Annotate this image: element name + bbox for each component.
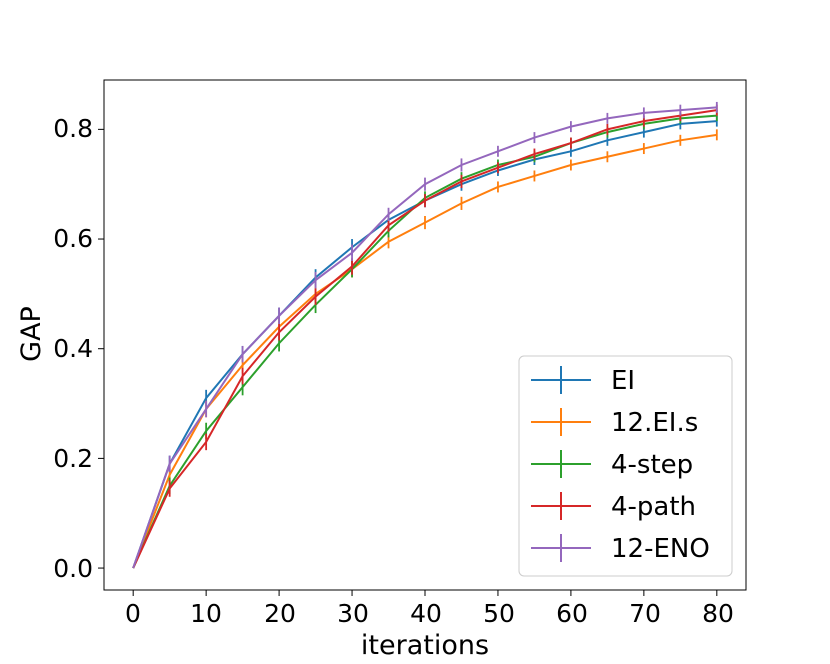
legend-label-12-eno: 12-ENO (611, 534, 710, 564)
y-tick-label: 0.6 (53, 224, 93, 253)
legend-label-ei: EI (611, 366, 635, 396)
legend: EI 12.EI.s 4-step 4-path 12-ENO (518, 355, 733, 577)
x-tick-label: 60 (556, 599, 588, 628)
legend-label-12-ei-s: 12.EI.s (611, 408, 698, 438)
y-tick-label: 0.0 (53, 554, 93, 583)
legend-label-4-step: 4-step (611, 450, 693, 480)
x-tick-label: 80 (702, 599, 734, 628)
x-tick-label: 70 (629, 599, 661, 628)
x-tick-label: 50 (483, 599, 515, 628)
y-tick-label: 0.4 (53, 334, 93, 363)
x-tick-label: 10 (190, 599, 222, 628)
y-tick-labels: 0.0 0.2 0.4 0.6 0.8 (53, 114, 93, 583)
x-tick-label: 20 (264, 599, 296, 628)
x-tick-label: 40 (410, 599, 442, 628)
y-tick-label: 0.8 (53, 114, 93, 143)
x-tick-label: 0 (125, 599, 141, 628)
y-axis-label: GAP (16, 306, 47, 362)
x-axis-label: iterations (361, 630, 489, 661)
x-tick-label: 30 (337, 599, 369, 628)
legend-label-4-path: 4-path (611, 492, 696, 522)
x-tick-labels: 0 10 20 30 40 50 60 70 80 (125, 599, 734, 628)
plot-marks (98, 79, 747, 596)
y-tick-label: 0.2 (53, 444, 93, 473)
legend-frame (518, 355, 733, 577)
